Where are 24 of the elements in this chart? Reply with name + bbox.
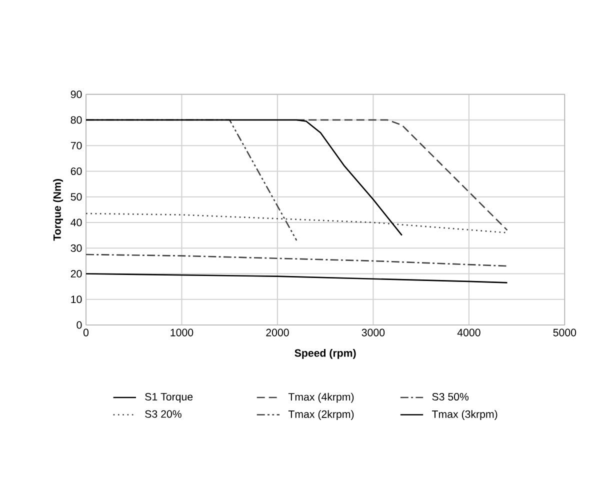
y-tick-label: 70 xyxy=(70,142,82,150)
x-tick-label: 5000 xyxy=(553,328,576,336)
x-tick-label: 3000 xyxy=(362,328,385,336)
y-tick-label: 40 xyxy=(70,218,82,226)
x-axis-title: Speed (rpm) xyxy=(294,348,356,359)
y-tick-label: 50 xyxy=(70,193,82,201)
y-axis-title: Torque (Nm) xyxy=(53,179,64,241)
legend-label: Tmax (2krpm) xyxy=(288,410,354,420)
x-tick-label: 1000 xyxy=(170,328,194,336)
y-tick-label: 20 xyxy=(70,270,82,278)
y-tick-label: 60 xyxy=(70,167,82,175)
legend-label: S1 Torque xyxy=(145,393,193,403)
legend-label: S3 20% xyxy=(145,410,182,418)
y-tick-label: 0 xyxy=(76,321,82,329)
y-tick-label: 80 xyxy=(70,116,82,124)
legend-label: S3 50% xyxy=(432,393,469,401)
y-tick-label: 10 xyxy=(71,296,82,304)
x-tick-label: 2000 xyxy=(266,328,289,336)
x-tick-label: 0 xyxy=(83,328,89,336)
legend-label: Tmax (3krpm) xyxy=(432,410,498,420)
y-tick-label: 90 xyxy=(70,90,82,98)
y-tick-label: 30 xyxy=(70,244,82,252)
legend-label: Tmax (4krpm) xyxy=(288,392,354,403)
x-tick-label: 4000 xyxy=(457,328,480,336)
